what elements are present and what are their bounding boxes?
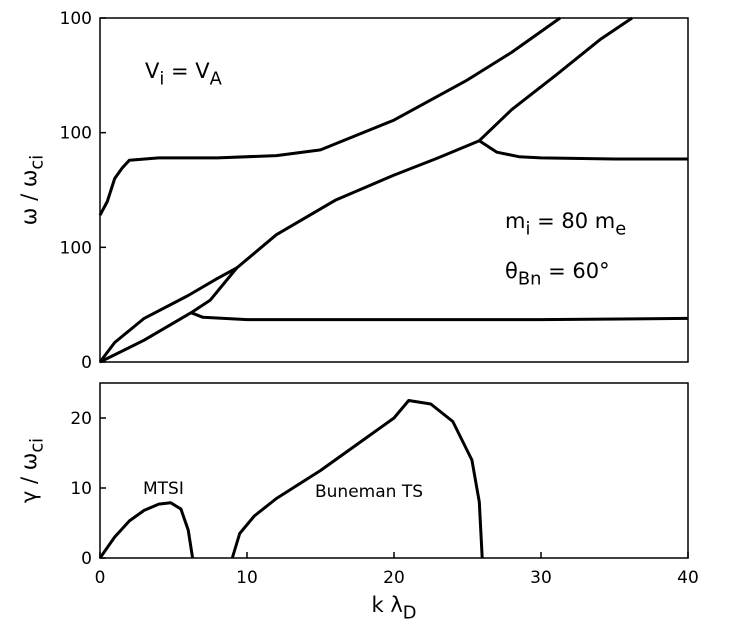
text-part: ci <box>26 155 47 170</box>
data-line <box>98 501 195 559</box>
text-part: MTSI <box>143 479 184 499</box>
data-line <box>99 267 238 364</box>
text-part: D <box>403 602 417 623</box>
text-part: Buneman TS <box>315 482 423 502</box>
annotation: mi = 80 me <box>505 209 626 239</box>
y-tick-label: 100 <box>60 9 92 29</box>
annotation: θBn = 60° <box>505 259 610 289</box>
text-part: m <box>505 209 525 233</box>
text-part: k λ <box>371 593 402 617</box>
text-part: ci <box>26 438 47 453</box>
annotation: Vi = VA <box>145 59 223 89</box>
y-tick-label: 0 <box>81 549 92 569</box>
annotation: MTSI <box>143 479 184 499</box>
text-part: ω / ω <box>17 170 41 226</box>
x-tick-label: 10 <box>236 568 258 588</box>
data-line <box>478 139 688 161</box>
x-axis-label: k λD <box>371 593 416 623</box>
y-axis-label: ω / ωci <box>17 155 47 225</box>
data-line <box>98 16 561 216</box>
text-part: Bn <box>518 268 542 289</box>
annotation: Buneman TS <box>315 482 423 502</box>
y-tick-label: 100 <box>60 238 92 258</box>
x-tick-label: 20 <box>383 568 405 588</box>
x-tick-label: 0 <box>95 568 106 588</box>
text-part: θ <box>505 259 518 283</box>
data-line <box>230 399 484 559</box>
text-part: V <box>145 59 160 83</box>
y-tick-label: 100 <box>60 124 92 144</box>
data-line <box>478 16 633 142</box>
plot-frame <box>99 17 689 363</box>
data-line <box>190 311 689 322</box>
text-part: i <box>525 218 530 239</box>
x-tick-label: 30 <box>530 568 552 588</box>
text-part: = 60° <box>541 259 609 283</box>
data-line <box>98 139 480 363</box>
y-tick-label: 10 <box>70 479 92 499</box>
y-tick-label: 0 <box>81 353 92 373</box>
text-part: = 80 m <box>530 209 615 233</box>
x-tick-label: 40 <box>677 568 699 588</box>
text-part: = V <box>164 59 210 83</box>
y-axis-label: γ / ωci <box>17 438 47 503</box>
text-part: A <box>210 68 223 89</box>
text-part: γ / ω <box>17 453 41 503</box>
text-part: i <box>159 68 164 89</box>
y-tick-label: 20 <box>70 409 92 429</box>
text-part: e <box>615 218 626 239</box>
